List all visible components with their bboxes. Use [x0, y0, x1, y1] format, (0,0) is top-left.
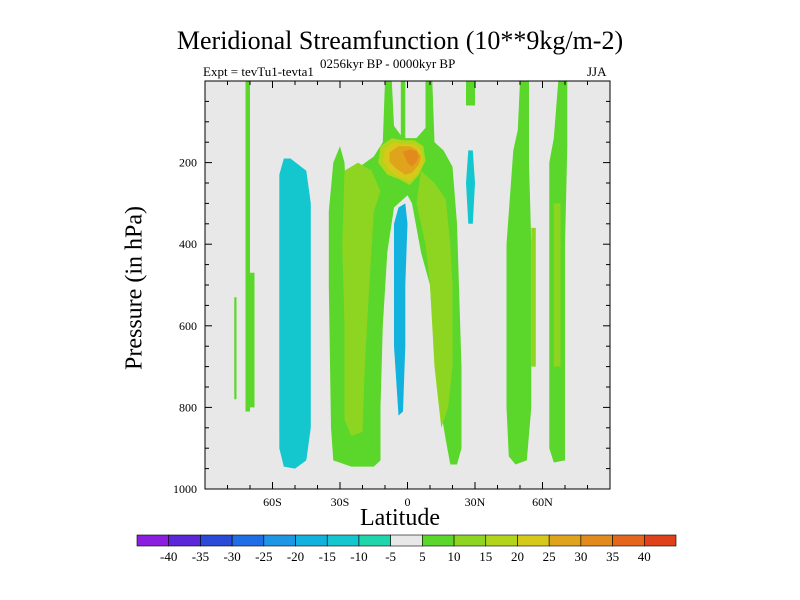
y-tick-label: 1000	[173, 482, 197, 496]
y-tick-label: 800	[179, 400, 197, 414]
chart-subtitle: 0256kyr BP - 0000kyr BP	[320, 56, 456, 71]
contour-region-0	[245, 81, 250, 412]
contour-region-2	[250, 272, 255, 408]
colorbar-label: 15	[479, 549, 492, 564]
colorbar-label: -35	[192, 549, 209, 564]
colorbar-label: 10	[448, 549, 461, 564]
colorbar-label: 25	[543, 549, 556, 564]
colorbar-label: 30	[574, 549, 587, 564]
contour-region-10	[342, 162, 381, 436]
colorbar-box-11	[485, 534, 518, 547]
colorbar-label: 35	[606, 549, 619, 564]
colorbar-box-12	[517, 534, 550, 547]
colorbar-box-3	[231, 534, 265, 547]
colorbar-label: 40	[638, 549, 651, 564]
contour-region-7	[466, 150, 475, 224]
x-axis-label: Latitude	[360, 505, 440, 531]
colorbar-box-2	[200, 534, 233, 547]
colorbar-label: -15	[319, 549, 336, 564]
contour-region-3	[279, 158, 311, 469]
colorbar-box-8	[390, 534, 423, 547]
colorbar-label: -5	[385, 549, 396, 564]
x-tick-label: 30S	[331, 495, 350, 509]
colorbar-box-15	[612, 534, 645, 547]
colorbar-box-16	[643, 534, 677, 547]
contour-region-18	[394, 203, 408, 416]
contour-region-6	[466, 81, 475, 106]
contour-region-8	[506, 81, 532, 465]
colorbar-label: -25	[255, 549, 272, 564]
colorbar-label: 5	[419, 549, 426, 564]
colorbar-box-7	[358, 534, 391, 547]
colorbar-box-5	[295, 534, 328, 547]
colorbar-box-6	[326, 534, 360, 547]
y-tick-label: 600	[179, 319, 197, 333]
x-tick-label: 0	[405, 495, 411, 509]
contour-region-11	[416, 170, 453, 428]
colorbar-box-4	[263, 534, 296, 547]
colorbar-box-13	[548, 534, 582, 547]
colorbar-box-10	[453, 534, 487, 547]
colorbar-box-1	[168, 534, 201, 547]
contour-region-1	[234, 297, 237, 400]
season-label: JJA	[587, 64, 607, 79]
colorbar-label: -10	[350, 549, 367, 564]
x-tick-label: 60N	[532, 495, 553, 509]
y-tick-label: 200	[179, 156, 197, 170]
contour-region-17	[403, 149, 419, 167]
experiment-label: Expt = tevTu1-tevta1	[203, 64, 314, 79]
colorbar-label: -20	[287, 549, 304, 564]
colorbar-box-0	[136, 534, 170, 547]
colorbar-label: 20	[511, 549, 524, 564]
chart-title: Meridional Streamfunction (10**9kg/m-2)	[176, 26, 624, 55]
x-tick-label: 30N	[465, 495, 486, 509]
colorbar-box-14	[580, 534, 613, 547]
x-tick-label: 60S	[263, 495, 282, 509]
contour-region-13	[553, 203, 561, 367]
colorbar-box-9	[422, 534, 455, 547]
colorbar-label: -40	[160, 549, 177, 564]
colorbar-label: -30	[223, 549, 240, 564]
contour-region-12	[531, 227, 536, 367]
y-tick-label: 400	[179, 237, 197, 251]
contour-region-5	[400, 81, 406, 139]
